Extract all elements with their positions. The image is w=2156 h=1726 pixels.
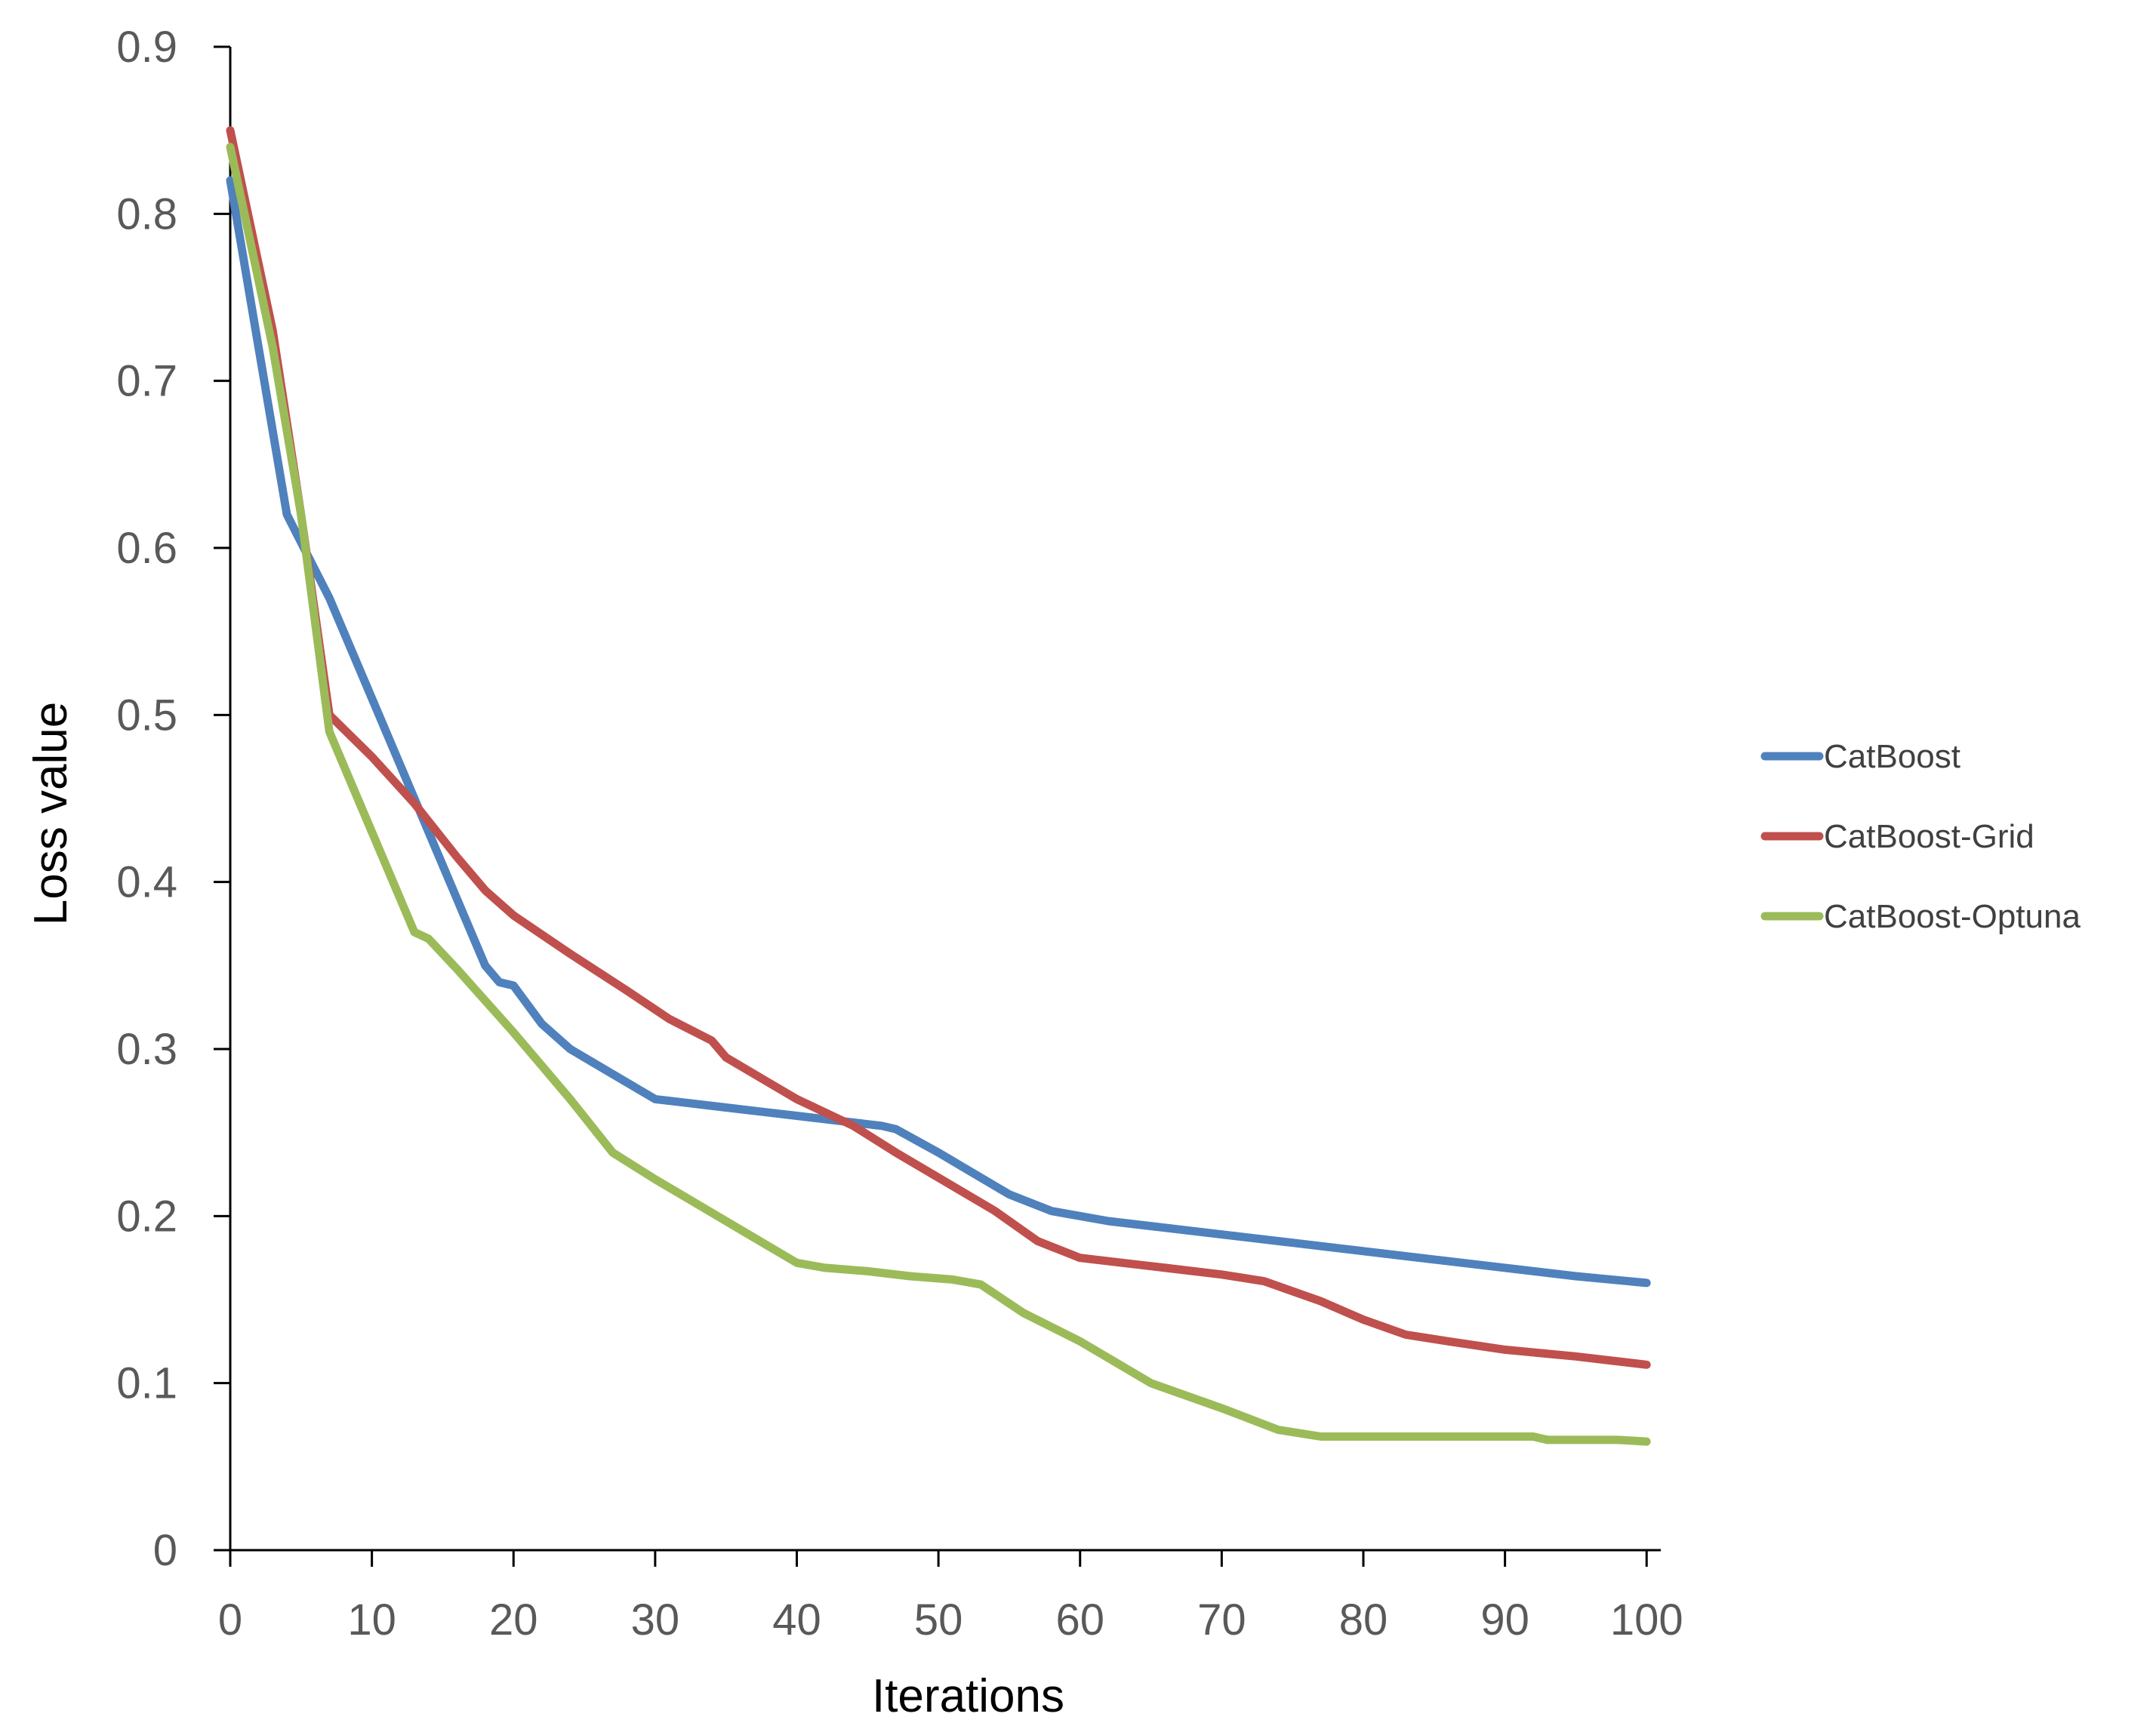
series-catboost-grid: [226, 126, 1651, 1369]
legend-label: CatBoost-Optuna: [1824, 898, 2081, 935]
series-catboost: [226, 176, 1651, 1288]
legend-item: CatBoost-Grid: [1760, 818, 2034, 855]
y-tick-label: 0: [153, 1526, 177, 1575]
series-catboost-optuna: [226, 143, 1651, 1446]
x-tick-label: 50: [914, 1595, 963, 1644]
y-tick-label: 0.7: [116, 357, 177, 406]
legend-item: CatBoost-Optuna: [1760, 898, 2081, 935]
x-axis-title: Iterations: [872, 1670, 1064, 1722]
x-tick-label: 10: [347, 1595, 396, 1644]
y-tick-label: 0.8: [116, 189, 177, 238]
y-tick-label: 0.2: [116, 1192, 177, 1241]
x-tick-label: 60: [1055, 1595, 1104, 1644]
y-tick-label: 0.4: [116, 858, 177, 907]
y-tick-label: 0.9: [116, 23, 177, 72]
x-tick-label: 40: [772, 1595, 821, 1644]
legend-item: CatBoost: [1760, 738, 1960, 775]
x-tick-label: 90: [1480, 1595, 1529, 1644]
x-tick-label: 30: [631, 1595, 680, 1644]
series-line: [226, 126, 1651, 1369]
y-axis-title: Loss value: [25, 702, 77, 925]
x-tick-label: 70: [1197, 1595, 1246, 1644]
y-tick-label: 0.6: [116, 524, 177, 573]
series-line: [226, 143, 1651, 1446]
x-tick-label: 20: [489, 1595, 538, 1644]
x-tick-label: 100: [1610, 1595, 1683, 1644]
legend-label: CatBoost: [1824, 738, 1960, 775]
y-tick-label: 0.5: [116, 691, 177, 740]
series-line: [226, 176, 1651, 1288]
y-tick-label: 0.1: [116, 1359, 177, 1408]
x-tick-label: 0: [218, 1595, 242, 1644]
y-tick-label: 0.3: [116, 1025, 177, 1074]
x-tick-label: 80: [1339, 1595, 1388, 1644]
legend-label: CatBoost-Grid: [1824, 818, 2034, 855]
